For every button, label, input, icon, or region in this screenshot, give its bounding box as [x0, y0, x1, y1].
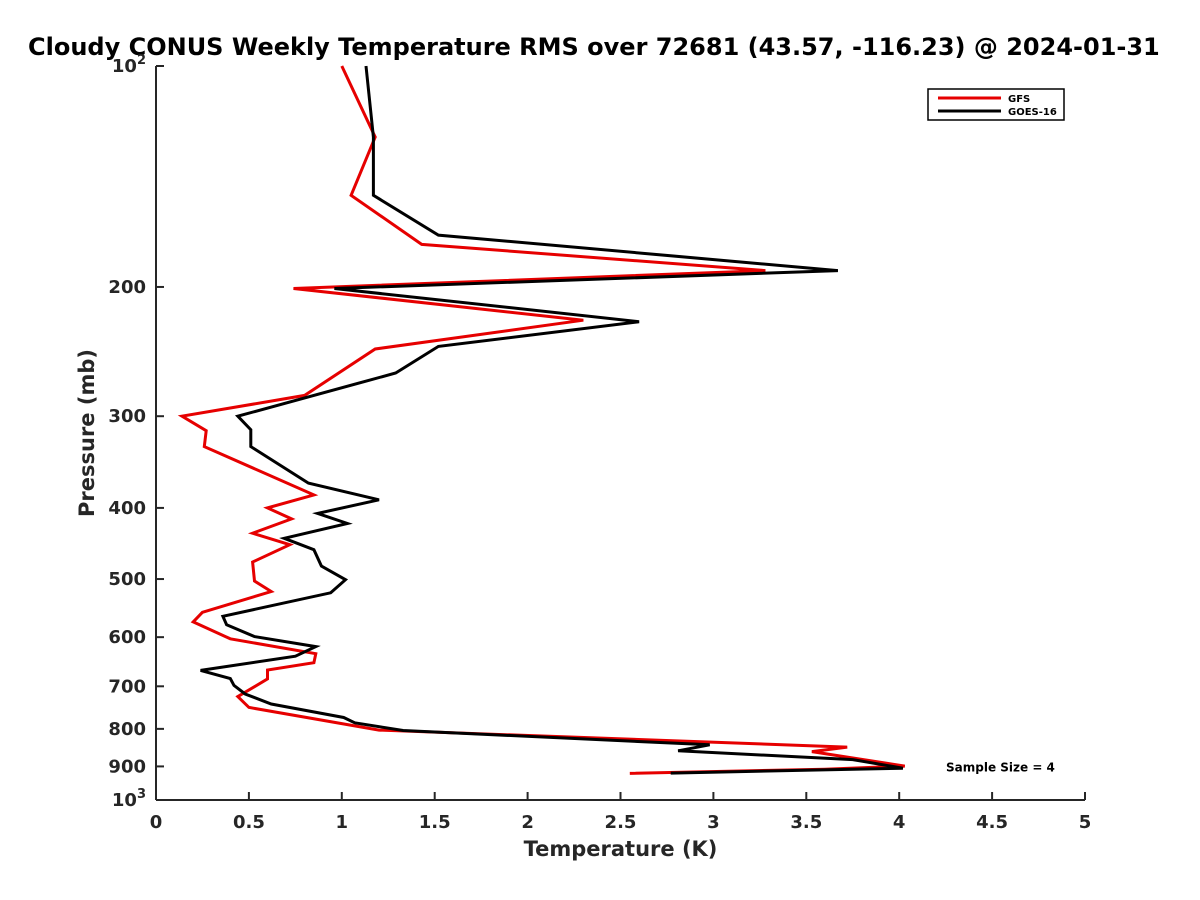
y-tick-label: 500	[108, 569, 146, 590]
legend: GFS GOES-16	[927, 88, 1065, 121]
x-axis-ticks: 0 0.5 1 1.5 2 2.5 3 3.5 4 4.5 5	[150, 792, 1092, 833]
y-tick-label: 800	[108, 719, 146, 740]
series-layer	[177, 65, 906, 775]
x-tick-label: 2	[521, 812, 534, 833]
x-tick-label: 4	[893, 812, 906, 833]
series-line-gfs	[177, 65, 906, 775]
legend-box	[927, 88, 1065, 121]
y-tick-label: 900	[108, 756, 146, 777]
y-tick-label: 200	[108, 277, 146, 298]
y-axis-ticks: 102 200 300 400 500 600 700 800 900 103	[108, 53, 164, 811]
y-axis-label: Pressure (mb)	[75, 349, 99, 517]
x-tick-label: 4.5	[976, 812, 1008, 833]
x-tick-label: 2.5	[605, 812, 637, 833]
y-tick-label: 400	[108, 498, 146, 519]
x-tick-label: 1.5	[419, 812, 451, 833]
y-tick-label: 600	[108, 627, 146, 648]
chart-title: Cloudy CONUS Weekly Temperature RMS over…	[28, 33, 1160, 61]
y-tick-label: 700	[108, 676, 146, 697]
x-tick-label: 3.5	[790, 812, 822, 833]
legend-label-goes-16: GOES-16	[1008, 107, 1057, 118]
x-tick-label: 0.5	[233, 812, 265, 833]
y-tick-label: 102	[112, 53, 146, 77]
plot-area: 0 0.5 1 1.5 2 2.5 3 3.5 4 4.5 5 102 200 300 400 500 600…	[108, 53, 1091, 833]
series-line-goes-16	[200, 65, 904, 775]
x-tick-label: 0	[150, 812, 163, 833]
x-axis-label: Temperature (K)	[524, 837, 718, 861]
sample-size-annotation: Sample Size = 4	[946, 760, 1055, 774]
y-tick-label: 103	[112, 787, 146, 811]
x-tick-label: 3	[707, 812, 720, 833]
x-tick-label: 5	[1079, 812, 1092, 833]
legend-label-gfs: GFS	[1008, 94, 1030, 105]
y-tick-label: 300	[108, 406, 146, 427]
x-tick-label: 1	[336, 812, 349, 833]
